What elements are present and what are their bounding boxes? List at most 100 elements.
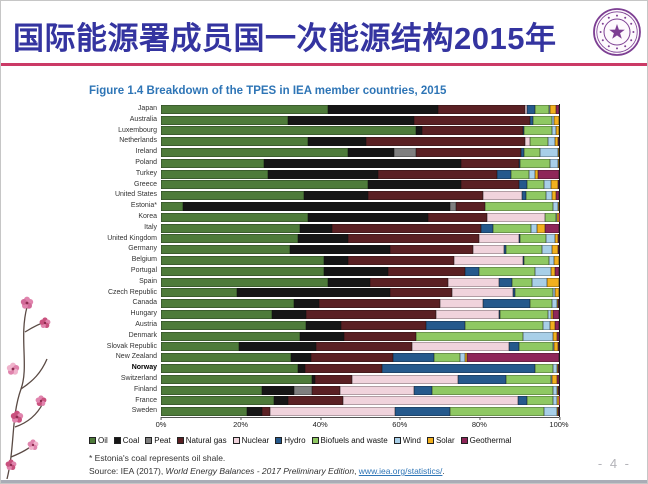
bar-segment-biofuels-and-waste (465, 320, 544, 330)
country-label: Netherlands (119, 137, 157, 145)
bar-segment-hydro (519, 234, 521, 244)
bar-segment-coal (264, 158, 462, 168)
legend-label: Coal (122, 436, 140, 446)
bar-segment-biofuels-and-waste (415, 331, 524, 341)
country-label: Greece (134, 180, 157, 188)
source-suffix: . (442, 466, 445, 477)
country-label: Norway (131, 364, 157, 372)
bar-segment-natural-gas (389, 288, 452, 298)
bar-segment-oil (161, 256, 325, 266)
country-label: Japan (137, 105, 157, 112)
bar-segment-solar (554, 137, 558, 147)
source-link[interactable]: www.iea.org/statistics/ (358, 466, 443, 477)
bar-segment-coal (308, 137, 366, 147)
bar-segment-natural-gas (367, 191, 484, 201)
bar-segment-hydro (517, 396, 528, 406)
bar-segment-coal (328, 104, 438, 114)
bar-segment-solar (554, 115, 559, 125)
bar-segment-biofuels-and-waste (449, 407, 545, 417)
bar-segment-natural-gas (413, 115, 531, 125)
stacked-bar (161, 212, 559, 222)
bar-segment-natural-gas (348, 256, 454, 266)
bar-segment-wind (555, 212, 557, 222)
x-axis-tick: 40% (312, 417, 328, 430)
university-seal-logo (593, 8, 641, 56)
chart-rows: Japan Australia Luxembourg Netherlands Irela… (87, 104, 592, 418)
bar-segment-oil (161, 299, 295, 309)
bar-segment-natural-gas (421, 126, 524, 136)
chart-row: New Zealand (87, 352, 592, 363)
bar-segment-solar (550, 310, 553, 320)
country-label: Portugal (130, 266, 157, 274)
bar-segment-wind (532, 277, 548, 287)
bar-segment-natural-gas (344, 331, 416, 341)
x-axis-tick: 100% (549, 417, 569, 430)
bar-segment-nuclear (435, 310, 500, 320)
bar-segment-hydro (521, 148, 524, 158)
bar-segment-nuclear (479, 234, 520, 244)
legend-item: Oil (89, 436, 108, 445)
bar-segment-biofuels-and-waste (485, 202, 553, 212)
bar-segment-biofuels-and-waste (434, 353, 461, 363)
country-label: Sweden (131, 407, 157, 415)
bar-segment-solar (551, 266, 555, 276)
bar-segment-natural-gas (311, 353, 393, 363)
bar-segment-wind (539, 148, 558, 158)
title-underline-rule (1, 63, 647, 66)
bar-segment-geothermal (557, 234, 559, 244)
bar-segment-natural-gas (437, 104, 526, 114)
bar-segment-solar (556, 126, 559, 136)
legend-swatch (426, 437, 434, 445)
bar-segment-natural-gas (461, 158, 520, 168)
bar-segment-coal (272, 310, 307, 320)
bar-segment-natural-gas (461, 180, 520, 190)
bar-segment-biofuels-and-waste (505, 374, 552, 384)
chart-row: France (87, 396, 592, 407)
bar-segment-biofuels-and-waste (511, 169, 530, 179)
bar-segment-oil (161, 212, 309, 222)
bar-segment-oil (161, 245, 291, 255)
chart-row: Spain (87, 277, 592, 288)
bar-segment-wind (523, 331, 553, 341)
bar-segment-hydro (513, 288, 515, 298)
stacked-bar (161, 137, 559, 147)
bar-segment-geothermal (554, 266, 559, 276)
bar-segment-geothermal (555, 104, 559, 114)
bar-segment-biofuels-and-waste (519, 158, 550, 168)
bar-segment-oil (161, 104, 329, 114)
bar-segment-nuclear (451, 288, 514, 298)
bar-segment-wind (534, 266, 552, 276)
bar-segment-oil (161, 407, 247, 417)
chart-row: Japan (87, 104, 592, 115)
bar-segment-nuclear (447, 277, 500, 287)
legend-item: Natural gas (176, 436, 227, 445)
chart-row: Austria (87, 320, 592, 331)
bar-segment-solar (465, 353, 467, 363)
bar-segment-solar (556, 299, 558, 309)
legend-swatch (275, 437, 283, 445)
bar-segment-oil (161, 180, 368, 190)
plum-blossom-decoration (5, 296, 51, 479)
chart-row: Hungary (87, 309, 592, 320)
bar-segment-wind (549, 256, 555, 266)
bar-segment-hydro (519, 180, 528, 190)
bar-segment-wind (552, 396, 557, 406)
bar-segment-natural-gas (319, 299, 441, 309)
country-label: Italy (144, 223, 157, 231)
bar-segment-wind (551, 299, 557, 309)
chart-row: Canada (87, 298, 592, 309)
page-number: - 4 - (597, 456, 631, 471)
stacked-bar (161, 407, 559, 417)
bar-segment-biofuels-and-waste (526, 191, 546, 201)
bar-segment-solar (556, 212, 559, 222)
bar-segment-solar (549, 104, 556, 114)
bar-segment-nuclear (487, 212, 546, 222)
bar-segment-wind (551, 374, 553, 384)
footnote-estonia: * Estonia's coal represents oil shale. (89, 453, 226, 464)
bar-segment-solar (551, 191, 556, 201)
legend-item: Coal (113, 436, 140, 446)
country-label: Luxembourg (118, 126, 157, 134)
bar-segment-wind (552, 126, 557, 136)
bar-segment-natural-gas (415, 148, 522, 158)
